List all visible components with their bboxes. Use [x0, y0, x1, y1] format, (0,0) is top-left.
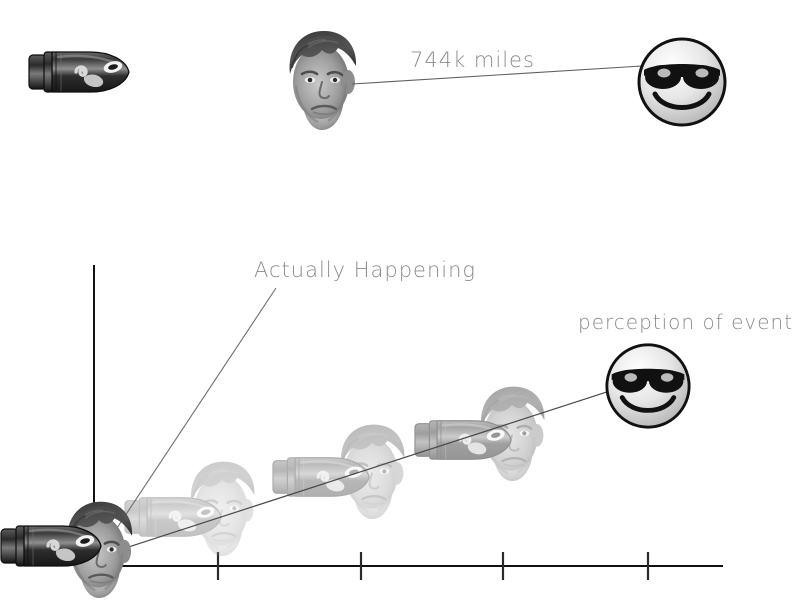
distance-connector-line: [351, 65, 643, 85]
bullet-icon: [28, 50, 131, 94]
bullet-icon: [414, 419, 513, 461]
face-photo-icon: [288, 29, 358, 132]
event-cluster-4: [414, 385, 546, 483]
perception-of-event-label: perception of event: [578, 310, 794, 334]
top-scene: [28, 29, 725, 132]
bullet-icon: [124, 496, 223, 538]
event-cluster-1-origin: [0, 500, 134, 600]
bullet-icon: [0, 524, 103, 568]
x-axis-ticks: [216, 552, 650, 580]
event-cluster-3: [272, 423, 406, 521]
distance-label: 744k miles: [410, 48, 535, 72]
actually-happening-label: Actually Happening: [254, 258, 477, 282]
sunglasses-smiley-icon: [607, 345, 689, 427]
trajectory-line: [112, 377, 651, 553]
actually-happening-leader-line: [116, 287, 277, 529]
event-series: [124, 385, 546, 558]
sunglasses-smiley-icon: [639, 39, 725, 125]
bullet-icon: [272, 456, 371, 498]
